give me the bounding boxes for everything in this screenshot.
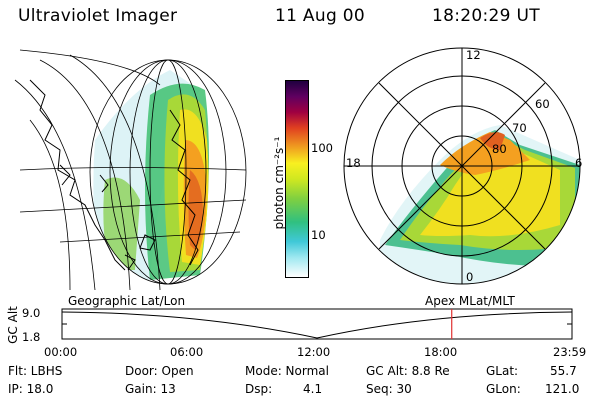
mode-readout: Mode: Normal xyxy=(245,364,329,378)
seq-readout: Seq: 30 xyxy=(366,382,412,396)
mlt-label-6: 6 xyxy=(575,156,583,170)
time-label: 18:20:29 UT xyxy=(432,6,540,26)
glon-label: GLon: xyxy=(486,382,521,396)
instrument-title: Ultraviolet Imager xyxy=(18,6,178,26)
timeline-xtick-2359: 23:59 xyxy=(553,345,587,359)
mlat-label-80: 80 xyxy=(492,142,507,156)
mlat-label-70: 70 xyxy=(512,121,527,135)
glat-label: GLat: xyxy=(486,364,519,378)
mlt-label-12: 12 xyxy=(466,48,481,62)
timeline-xtick-0600: 06:00 xyxy=(170,345,204,359)
glat-value: 55.7 xyxy=(550,364,577,378)
timeline-ytick-high: 9.0 xyxy=(22,306,41,320)
gc-alt-readout: GC Alt: 8.8 Re xyxy=(366,364,450,378)
timeline-xtick-1200: 12:00 xyxy=(297,345,331,359)
dsp-label: Dsp: xyxy=(245,382,273,396)
timeline-right-title: Apex MLat/MLT xyxy=(425,294,515,308)
colorbar xyxy=(285,80,309,278)
mlat-label-60: 60 xyxy=(535,97,550,111)
timeline-ytick-low: 1.8 xyxy=(22,330,41,344)
ip-readout: IP: 18.0 xyxy=(8,382,54,396)
gain-readout: Gain: 13 xyxy=(125,382,176,396)
door-readout: Door: Open xyxy=(125,364,194,378)
timeline-left-title: Geographic Lat/Lon xyxy=(68,294,186,308)
filter-readout: Flt: LBHS xyxy=(8,364,63,378)
colorbar-tick-10: 10 xyxy=(311,228,326,242)
mlt-label-18: 18 xyxy=(346,156,361,170)
glon-value: 121.0 xyxy=(545,382,580,396)
dsp-value: 4.1 xyxy=(303,382,323,396)
date-label: 11 Aug 00 xyxy=(275,6,365,26)
colorbar-tick-100: 100 xyxy=(311,141,333,155)
timeline-xtick-0000: 00:00 xyxy=(44,345,78,359)
mlt-label-0: 0 xyxy=(466,270,474,284)
timeline-xtick-1800: 18:00 xyxy=(424,345,458,359)
